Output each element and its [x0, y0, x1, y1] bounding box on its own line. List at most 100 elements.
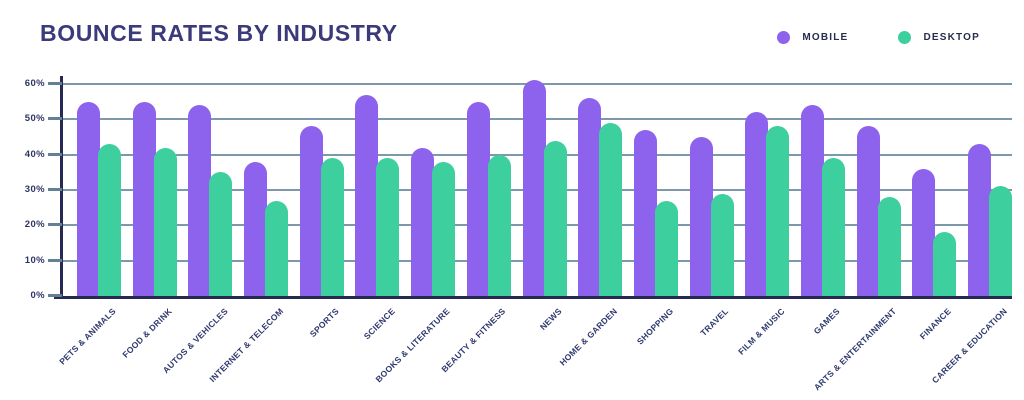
x-label-food-drink: FOOD & DRINK	[120, 306, 174, 360]
bar-desktop-beauty-fitness	[487, 154, 511, 296]
bar-group-finance	[912, 168, 957, 296]
bar-desktop-home-garden	[599, 122, 623, 296]
bar-desktop-arts-entertainment	[877, 197, 901, 296]
bar-desktop-shopping	[654, 200, 678, 296]
bar-group-pets-animals	[77, 101, 121, 296]
x-axis-baseline	[54, 296, 1012, 299]
bar-desktop-news	[543, 140, 567, 296]
bar-desktop-pets-animals	[98, 144, 121, 296]
bar-mobile-pets-animals	[77, 101, 100, 296]
y-tick-mark-30	[48, 188, 62, 191]
y-tick-label-60: 60%	[24, 78, 45, 89]
chart-title: BOUNCE RATES BY INDUSTRY	[40, 20, 398, 46]
bar-desktop-sports	[320, 158, 344, 296]
bar-desktop-games	[821, 158, 845, 296]
x-label-cell-food-drink: FOOD & DRINK	[120, 302, 177, 398]
bar-group-autos-vehicles	[188, 105, 233, 296]
bar-mobile-autos-vehicles	[188, 105, 212, 296]
y-tick-mark-20	[48, 223, 62, 227]
bar-group-books-literature	[411, 147, 456, 296]
x-label-cell-sports: SPORTS	[300, 302, 344, 398]
bars-row	[63, 72, 1012, 296]
y-axis-line	[60, 76, 63, 299]
x-label-cell-books-literature: BOOKS & LITERATURE	[374, 302, 455, 398]
bar-group-career-education	[968, 144, 1012, 296]
desktop-dot-icon	[898, 31, 912, 44]
bar-mobile-books-literature	[411, 147, 435, 296]
bar-group-sports	[299, 126, 344, 296]
bar-desktop-career-education	[989, 186, 1012, 296]
x-label-cell-internet-telecom: INTERNET & TELECOM	[207, 302, 288, 398]
x-label-cell-home-garden: HOME & GARDEN	[558, 302, 622, 398]
y-tick-mark-40	[48, 152, 62, 156]
x-label-cell-beauty-fitness: BEAUTY & FITNESS	[440, 302, 511, 398]
x-label-cell-travel: TRAVEL	[690, 302, 734, 398]
bar-desktop-film-music	[766, 126, 790, 296]
x-label-cell-film-music: FILM & MUSIC	[736, 302, 789, 398]
legend: MOBILE DESKTOP	[777, 31, 980, 44]
mobile-dot-icon	[777, 31, 791, 44]
y-tick-label-20: 20%	[24, 219, 45, 231]
bar-mobile-finance	[912, 168, 936, 296]
x-label-film-music: FILM & MUSIC	[735, 306, 787, 357]
x-label-cell-arts-entertainment: ARTS & ENTERTAINMENT	[811, 302, 901, 398]
bar-group-games	[800, 105, 845, 296]
x-label-news: NEWS	[537, 306, 564, 332]
x-axis-labels: PETS & ANIMALS FOOD & DRINK AUTOS & VEHICL…	[57, 302, 1012, 398]
bar-group-arts-entertainment	[856, 126, 901, 296]
bar-mobile-career-education	[968, 144, 991, 296]
bar-group-travel	[689, 137, 734, 296]
x-label-travel: TRAVEL	[698, 306, 731, 338]
bar-desktop-finance	[933, 232, 957, 296]
bar-desktop-food-drink	[153, 147, 177, 296]
bar-mobile-news	[522, 80, 546, 296]
bar-group-beauty-fitness	[466, 101, 511, 296]
x-label-pets-animals: PETS & ANIMALS	[57, 306, 119, 367]
x-label-sports: SPORTS	[307, 306, 341, 340]
x-label-cell-pets-animals: PETS & ANIMALS	[57, 302, 121, 398]
y-tick-label-30: 30%	[24, 184, 45, 195]
x-label-shopping: SHOPPING	[634, 306, 675, 347]
bar-mobile-food-drink	[132, 101, 156, 296]
bar-mobile-arts-entertainment	[856, 126, 880, 296]
x-label-home-garden: HOME & GARDEN	[557, 306, 620, 368]
bar-mobile-games	[800, 105, 824, 296]
bar-group-food-drink	[132, 101, 177, 296]
bar-group-internet-telecom	[244, 161, 289, 296]
bar-mobile-beauty-fitness	[466, 101, 490, 296]
x-label-games: GAMES	[811, 306, 843, 337]
y-tick-label-10: 10%	[24, 254, 45, 266]
legend-label-desktop: DESKTOP	[923, 32, 980, 43]
bar-group-shopping	[633, 129, 678, 296]
y-tick-mark-0	[48, 294, 62, 297]
plot-area: 0% 10% 20% 30% 40% 50% 60%	[25, 78, 1012, 301]
legend-item-mobile: MOBILE	[777, 31, 848, 44]
bar-desktop-internet-telecom	[265, 200, 289, 296]
bar-desktop-books-literature	[432, 161, 456, 296]
x-label-science: SCIENCE	[361, 306, 397, 342]
x-label-cell-career-education: CAREER & EDUCATION	[930, 302, 1012, 398]
x-label-cell-finance: FINANCE	[912, 302, 956, 398]
y-tick-mark-50	[48, 117, 62, 121]
y-tick-label-0: 0%	[30, 290, 45, 301]
bar-mobile-shopping	[633, 129, 657, 296]
bar-mobile-travel	[689, 137, 713, 296]
bar-desktop-travel	[710, 193, 734, 296]
y-tick-label-50: 50%	[24, 113, 45, 125]
bar-mobile-internet-telecom	[244, 161, 268, 296]
y-tick-mark-60	[48, 82, 62, 85]
bar-desktop-science	[376, 158, 400, 296]
y-tick-label-40: 40%	[24, 148, 45, 160]
bar-group-home-garden	[578, 98, 623, 296]
bar-mobile-film-music	[745, 112, 769, 296]
x-label-cell-autos-vehicles: AUTOS & VEHICLES	[160, 302, 232, 398]
bar-group-film-music	[745, 112, 790, 296]
bar-mobile-sports	[299, 126, 323, 296]
bar-desktop-autos-vehicles	[209, 172, 233, 296]
x-label-cell-news: NEWS	[523, 302, 567, 398]
y-tick-mark-10	[48, 258, 62, 262]
bar-group-news	[522, 80, 567, 296]
bar-mobile-home-garden	[578, 98, 602, 296]
legend-label-mobile: MOBILE	[802, 32, 849, 43]
x-label-cell-shopping: SHOPPING	[634, 302, 678, 398]
